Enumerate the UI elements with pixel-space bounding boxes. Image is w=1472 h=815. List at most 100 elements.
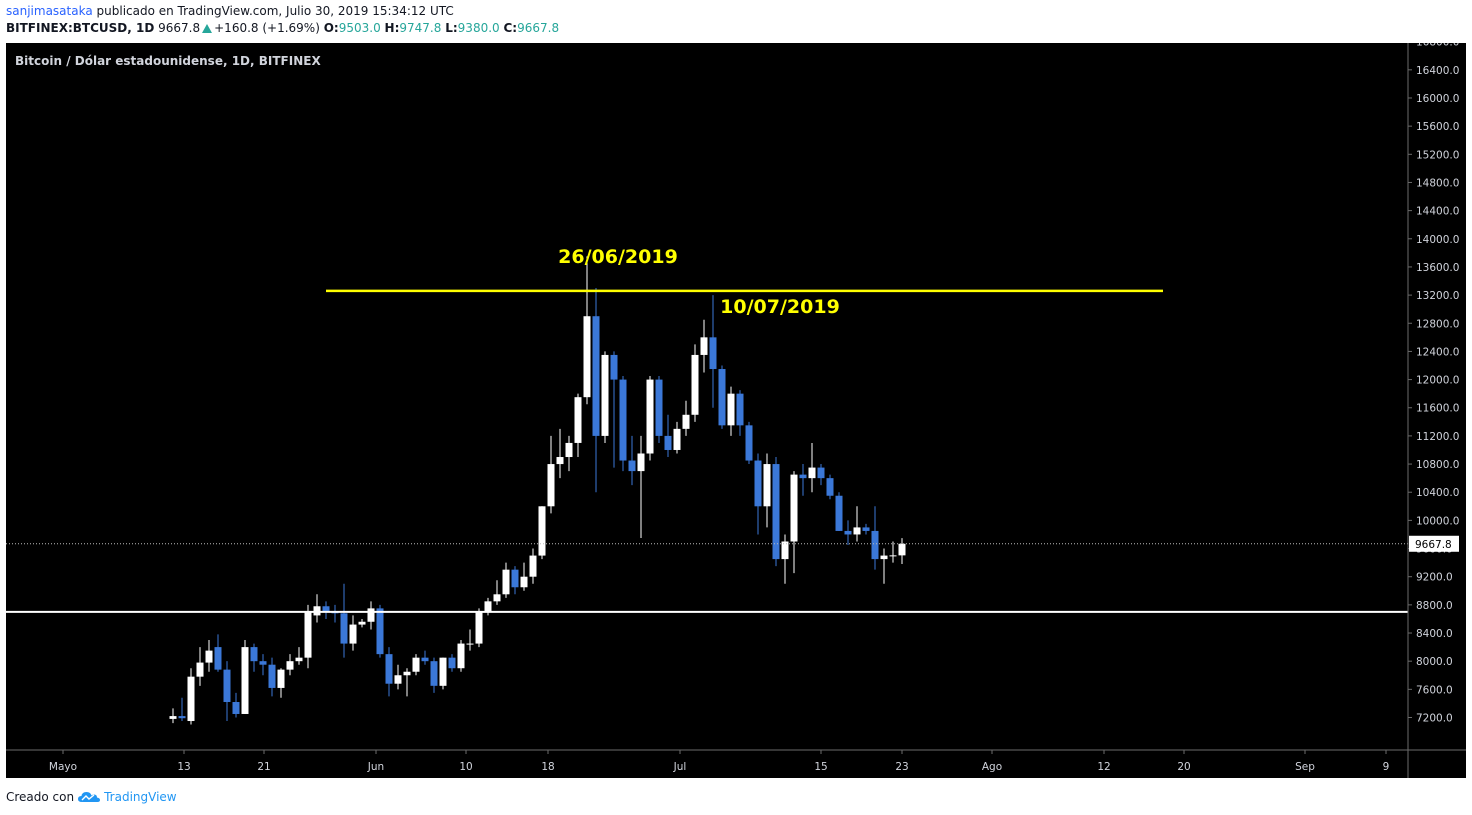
close-label: C: [503, 21, 518, 35]
candle [835, 492, 843, 531]
candle-body [475, 611, 483, 644]
candle [826, 474, 834, 500]
annotation-label[interactable]: 10/07/2019 [720, 296, 840, 318]
candle [439, 657, 447, 690]
candle-body [862, 527, 870, 531]
candle [565, 435, 573, 472]
tradingview-link[interactable]: TradingView [104, 790, 177, 804]
candle [205, 640, 213, 672]
candle-body [592, 316, 600, 436]
candle [376, 604, 384, 658]
publish-info: sanjimasataka publicado en TradingView.c… [6, 4, 454, 18]
candle [529, 548, 537, 584]
y-tick-label: 10800.0 [1416, 459, 1459, 471]
candle [196, 647, 204, 686]
candle [547, 435, 555, 514]
low-value: 9380.0 [457, 21, 500, 35]
candle-body [520, 576, 528, 588]
candle-body [511, 569, 519, 588]
y-tick-label: 14000.0 [1416, 234, 1459, 246]
candle-body [556, 457, 564, 465]
candle-body [538, 506, 546, 556]
candle-body [286, 661, 294, 670]
candle-body [187, 676, 195, 722]
author-link[interactable]: sanjimasataka [6, 4, 93, 18]
candle [898, 538, 906, 565]
candle-body [169, 716, 177, 719]
candle [754, 453, 762, 535]
x-tick-label: 18 [541, 761, 554, 773]
change-value: +160.8 (+1.69%) [214, 21, 320, 35]
candle-body [259, 661, 267, 665]
candle [736, 390, 744, 436]
candle [214, 634, 222, 672]
y-tick-label: 8000.0 [1416, 656, 1453, 668]
symbol-label: BITFINEX:BTCUSD, 1D [6, 21, 155, 35]
chart-title: Bitcoin / Dólar estadounidense, 1D, BITF… [15, 54, 321, 68]
y-tick-label: 15600.0 [1416, 121, 1459, 133]
y-tick-label: 8400.0 [1416, 628, 1453, 640]
x-tick-label: 15 [814, 761, 827, 773]
candle [691, 344, 699, 422]
candle [637, 435, 645, 538]
candle [727, 386, 735, 436]
candle-body [763, 464, 771, 507]
y-tick-label: 16800.0 [1416, 43, 1459, 49]
y-tick-label: 14800.0 [1416, 177, 1459, 189]
candle [709, 295, 717, 408]
candle [475, 608, 483, 648]
candle-body [772, 464, 780, 560]
x-tick-label: Jun [367, 761, 384, 773]
candle [241, 640, 249, 714]
candle-body [205, 650, 213, 663]
candle-body [457, 643, 465, 669]
price-chart[interactable]: 26/06/2019 10/07/2019 7200.0 7600.0 8000.0 8… [6, 43, 1466, 778]
candle [880, 548, 888, 584]
candle-body [277, 669, 285, 688]
last-price-badge [1409, 535, 1459, 552]
candle-body [574, 397, 582, 443]
candle [295, 647, 303, 665]
y-tick-label: 12400.0 [1416, 346, 1459, 358]
candle-body [853, 527, 861, 535]
x-tick-label: 23 [895, 761, 908, 773]
y-tick-label: 10400.0 [1416, 487, 1459, 499]
candle-body [439, 657, 447, 686]
candle [682, 400, 690, 436]
footer: Creado con TradingView [6, 790, 177, 804]
candle [511, 566, 519, 595]
candle [178, 697, 186, 722]
x-tick-label: 13 [177, 761, 190, 773]
candle-body [493, 594, 501, 602]
open-label: O: [323, 21, 339, 35]
candle [259, 654, 267, 676]
candle-body [304, 611, 312, 658]
time-axis[interactable]: Mayo 13 21 Jun 10 18 Jul 15 23 Ago 12 20 Sep 9 [49, 750, 1389, 773]
candle-body [223, 669, 231, 703]
candle-body [367, 608, 375, 622]
candle [745, 421, 753, 465]
candle-body [610, 354, 618, 380]
candle [277, 668, 285, 698]
candle-body [403, 671, 411, 676]
candle [574, 393, 582, 458]
candle-body [682, 414, 690, 429]
candle-body [736, 393, 744, 426]
candle [367, 601, 375, 630]
y-tick-label: 13600.0 [1416, 262, 1459, 274]
x-tick-label: 21 [257, 761, 270, 773]
candle-body [844, 530, 852, 535]
candle [286, 654, 294, 676]
candle [232, 692, 240, 718]
candle-body [790, 474, 798, 542]
candle-body [889, 555, 897, 557]
annotation-label[interactable]: 26/06/2019 [558, 246, 678, 268]
candle-body [583, 316, 591, 398]
candle [619, 376, 627, 472]
price-axis[interactable]: 7200.07600.08000.08400.08800.09200.09600… [1408, 43, 1459, 725]
candle-body [898, 543, 906, 556]
y-tick-label: 10000.0 [1416, 515, 1459, 527]
candle [808, 442, 816, 493]
candle-body [619, 379, 627, 461]
candle-body [691, 354, 699, 415]
